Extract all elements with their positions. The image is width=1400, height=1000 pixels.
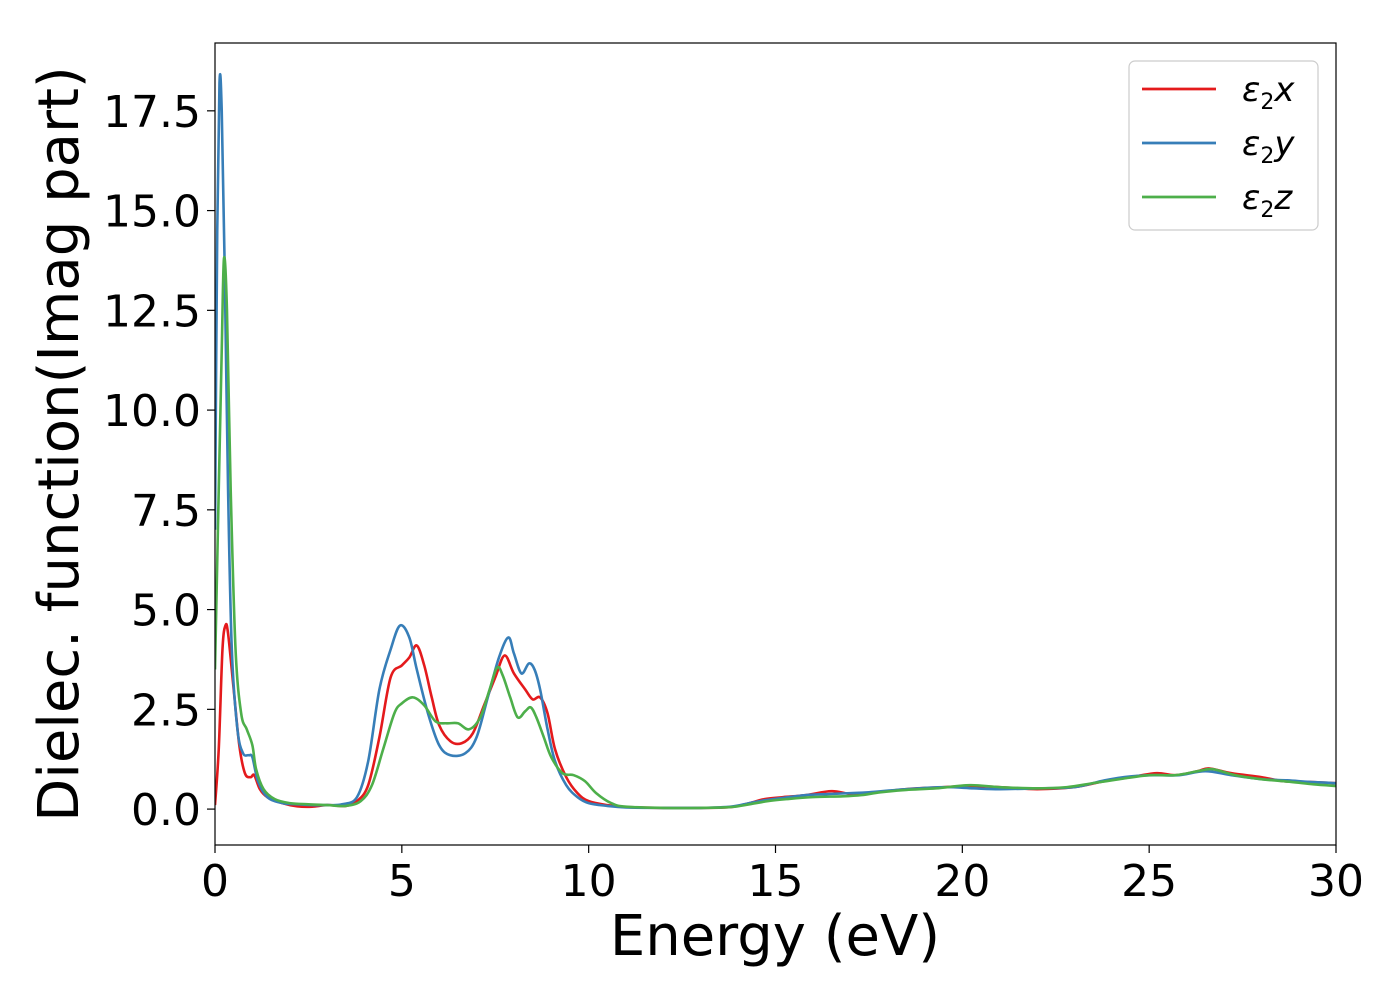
y-axis-ticks: 0.0 2.5 5.0 7.5 10.0 12.5 15.0 17.5 (103, 87, 215, 836)
x-tick-label: 20 (934, 856, 990, 907)
x-axis-ticks: 0 5 10 15 20 25 30 (201, 845, 1364, 907)
y-tick-label: 5.0 (131, 586, 201, 637)
series-line-z (215, 255, 1336, 810)
y-tick-label: 17.5 (103, 87, 201, 138)
series-line-x (215, 622, 1336, 810)
y-tick-label: 12.5 (103, 286, 201, 337)
x-tick-label: 25 (1121, 856, 1177, 907)
series-line-y (215, 73, 1336, 810)
x-tick-label: 30 (1308, 856, 1364, 907)
legend-box (1128, 60, 1319, 231)
x-tick-label: 0 (201, 856, 229, 907)
x-tick-label: 10 (561, 856, 617, 907)
legend: ε2x ε2y ε2z (1128, 60, 1319, 231)
x-tick-label: 15 (748, 856, 804, 907)
y-tick-label: 15.0 (103, 187, 201, 238)
y-tick-label: 7.5 (131, 486, 201, 537)
y-tick-label: 10.0 (103, 386, 201, 437)
legend-label-z: ε2z (1242, 178, 1293, 223)
y-tick-label: 0.0 (131, 785, 201, 836)
legend-label-y: ε2y (1242, 124, 1295, 169)
legend-label-x: ε2x (1242, 70, 1295, 115)
series-layer (215, 73, 1336, 810)
y-axis-title: Dielec. function(Imag part) (27, 66, 92, 822)
x-tick-label: 5 (388, 856, 416, 907)
x-axis-title: Energy (eV) (610, 904, 940, 969)
y-tick-label: 2.5 (131, 685, 201, 736)
